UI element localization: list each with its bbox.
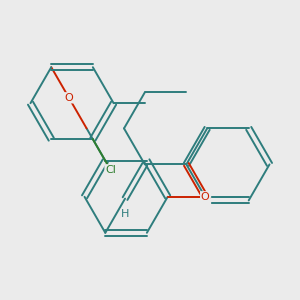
Text: Cl: Cl xyxy=(105,165,116,175)
Text: O: O xyxy=(202,194,211,204)
Text: O: O xyxy=(64,93,73,103)
Text: H: H xyxy=(121,209,129,219)
Text: O: O xyxy=(201,192,209,202)
